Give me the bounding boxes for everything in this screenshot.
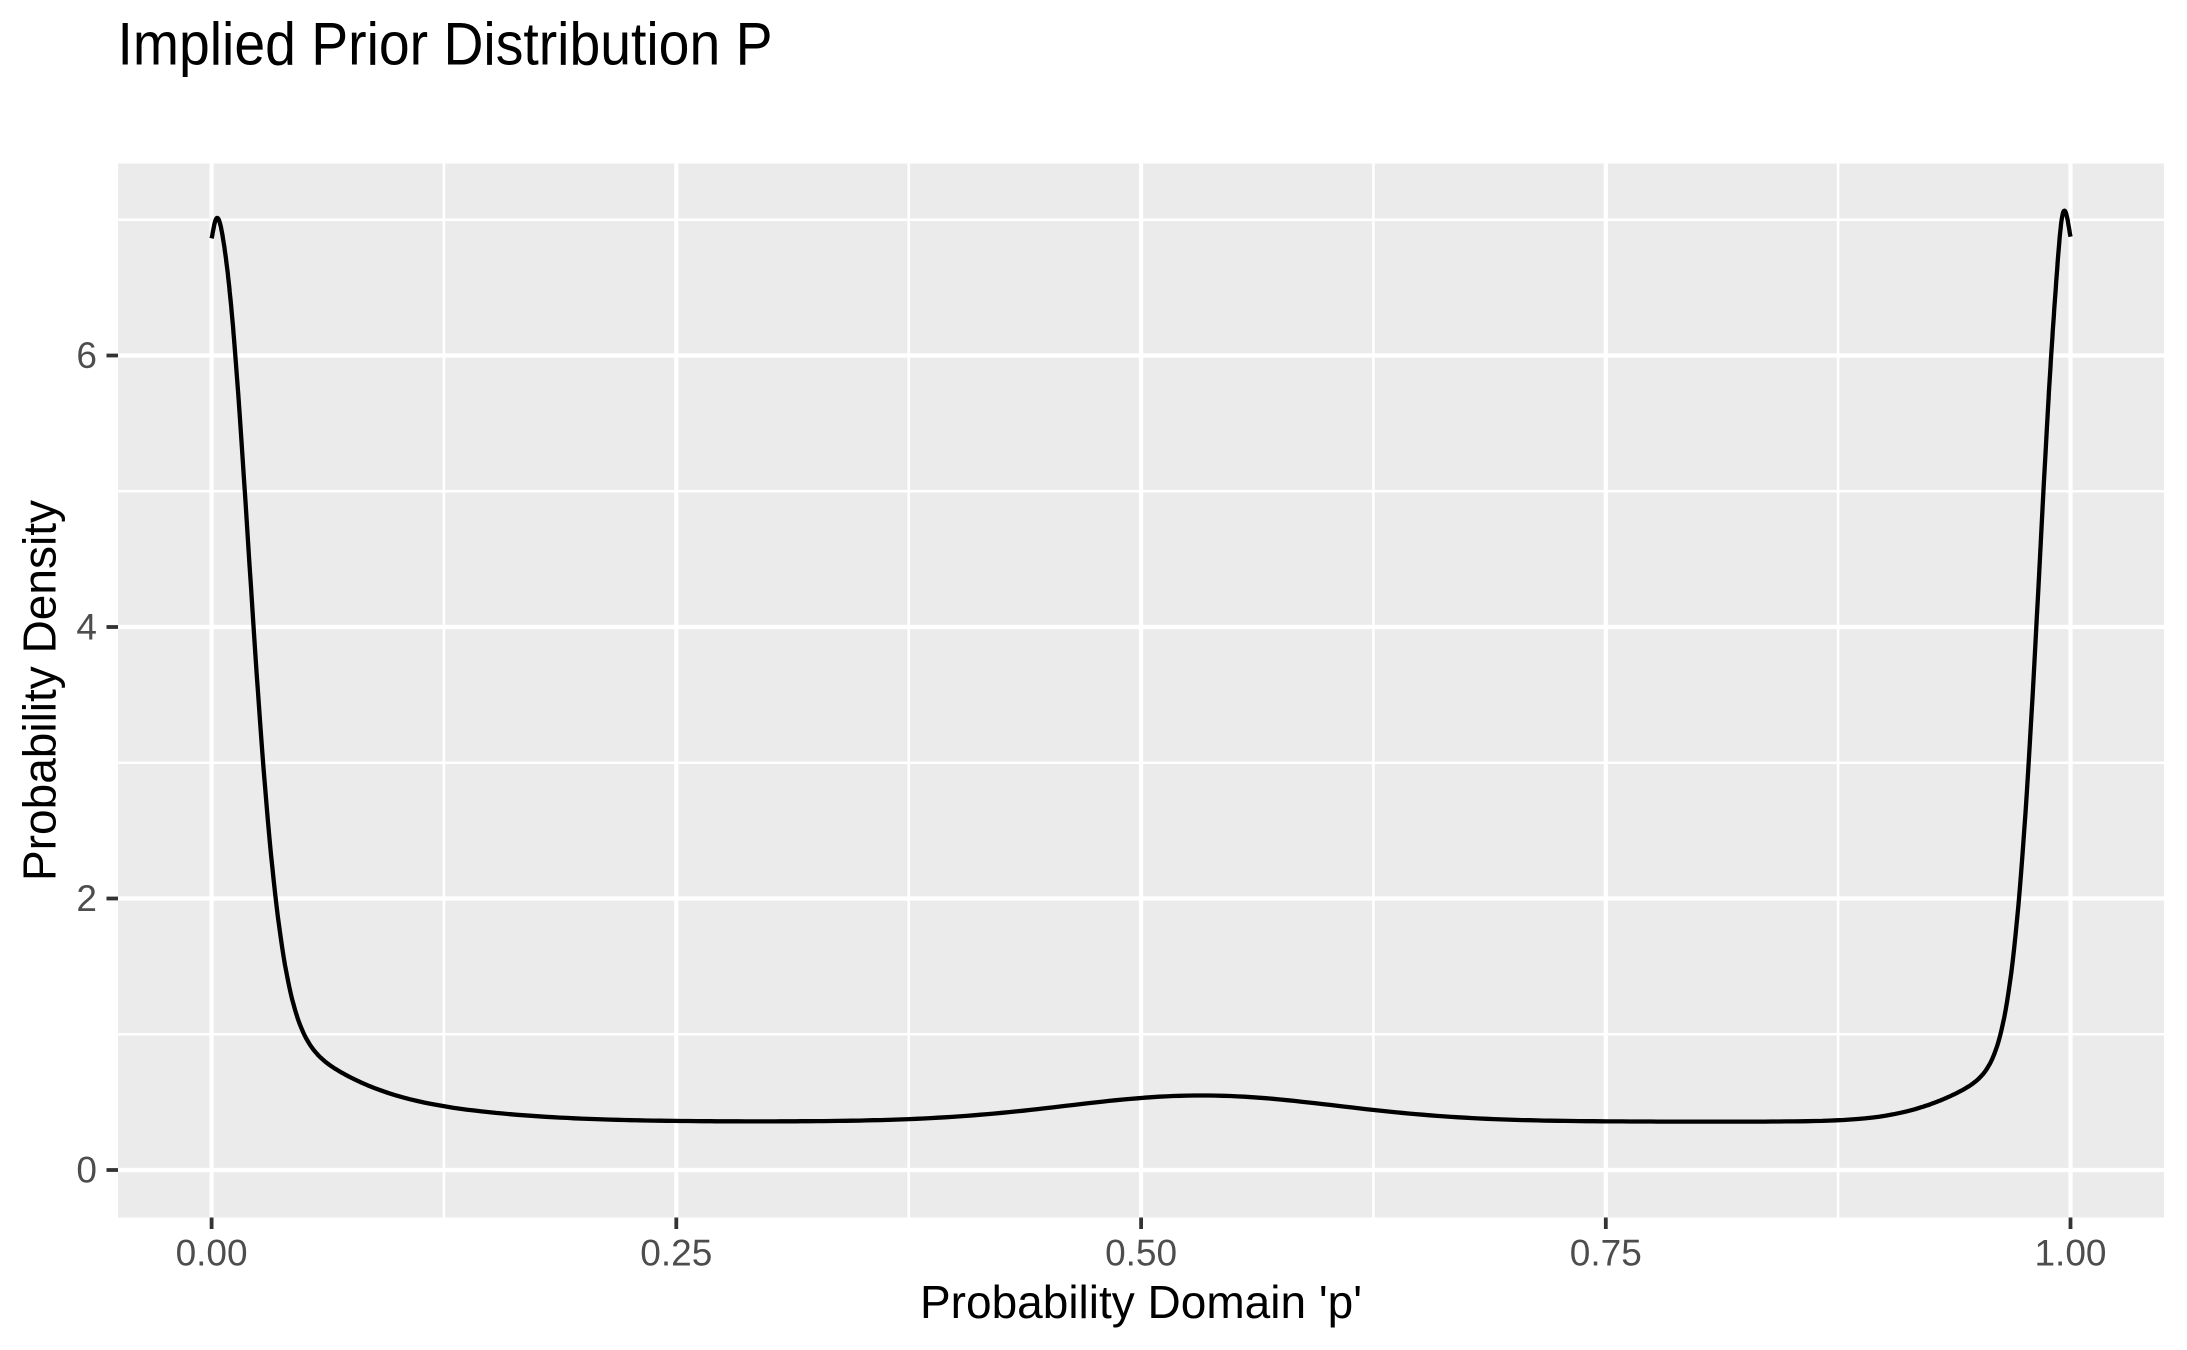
svg-text:0.25: 0.25 (640, 1233, 712, 1274)
svg-text:2: 2 (76, 878, 97, 919)
svg-text:1.00: 1.00 (2034, 1233, 2106, 1274)
svg-text:6: 6 (76, 335, 97, 376)
svg-text:0.00: 0.00 (176, 1233, 248, 1274)
svg-text:Probability Density: Probability Density (14, 500, 66, 881)
svg-text:0.75: 0.75 (1570, 1233, 1642, 1274)
svg-text:Probability Domain 'p': Probability Domain 'p' (920, 1276, 1362, 1328)
svg-text:0.50: 0.50 (1105, 1233, 1177, 1274)
svg-text:4: 4 (76, 607, 97, 648)
svg-text:0: 0 (76, 1150, 97, 1191)
svg-text:Implied Prior Distribution P: Implied Prior Distribution P (118, 11, 773, 78)
